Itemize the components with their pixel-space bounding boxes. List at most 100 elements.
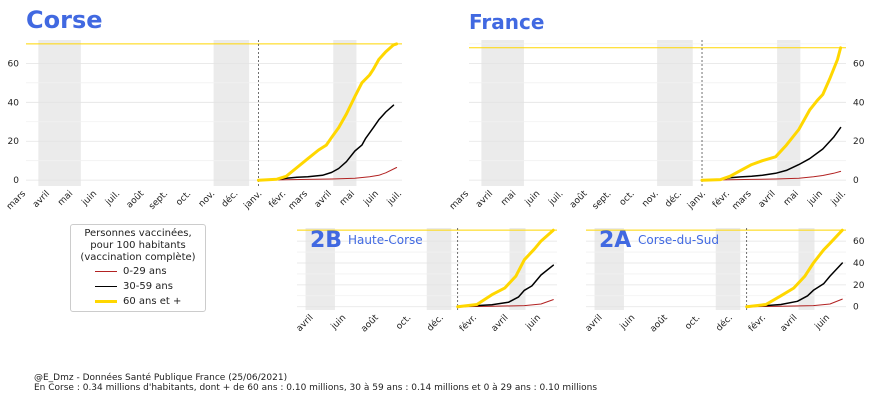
legend-swatch-0-29 — [95, 271, 117, 272]
credits-source: @E_Dmz - Données Santé Publique France (… — [34, 373, 288, 383]
x-tick-label: août — [648, 313, 670, 335]
x-tick-label: sept. — [147, 189, 170, 212]
legend-swatch-60-plus — [95, 300, 117, 303]
lockdown-band — [657, 40, 693, 186]
x-tick-label: juin — [80, 189, 99, 208]
x-tick-label: févr. — [746, 312, 768, 334]
x-tick-label: mai — [499, 189, 518, 208]
series-line-0-29-ans — [701, 170, 842, 181]
x-tick-label: mai — [338, 189, 357, 208]
x-tick-label: avril — [490, 313, 511, 334]
credits: @E_Dmz - Données Santé Publique France (… — [34, 373, 597, 393]
y-tick-label: 40 — [853, 259, 865, 269]
x-tick-label: juin — [362, 189, 381, 208]
x-tick-label: juil. — [385, 189, 404, 208]
x-tick-label: août — [359, 313, 381, 335]
legend-entry-30-59: 30-59 ans — [95, 279, 205, 294]
x-tick-label: avril — [779, 313, 800, 334]
series-line-30-59-ans — [257, 104, 395, 181]
legend-label: 60 ans et + — [123, 296, 182, 307]
lockdown-band — [305, 228, 335, 310]
x-tick-label: avril — [474, 189, 495, 210]
series-line-0-29-ans — [457, 299, 554, 308]
x-tick-label: févr. — [267, 188, 289, 210]
x-tick-label: janv. — [685, 189, 708, 212]
lockdown-band — [509, 228, 526, 310]
x-tick-label: juin — [618, 313, 637, 332]
legend-entry-60-plus: 60 ans et + — [95, 294, 205, 309]
lockdown-band — [213, 40, 250, 186]
y-tick-label: 20 — [8, 137, 20, 147]
panel-subtitle: Corse-du-Sud — [638, 233, 719, 247]
series-line-60-ans-et- — [745, 228, 844, 309]
x-tick-label: oct. — [683, 313, 702, 332]
x-tick-label: avril — [313, 189, 334, 210]
x-tick-label: déc. — [663, 188, 684, 209]
lockdown-band — [333, 40, 357, 186]
legend-swatch-30-59 — [95, 286, 117, 287]
panel-subtitle: Haute-Corse — [348, 233, 423, 247]
x-tick-label: oct. — [394, 313, 413, 332]
series-line-30-59-ans — [701, 126, 842, 181]
series-line-0-29-ans — [746, 298, 843, 308]
x-tick-label: mars — [287, 189, 310, 212]
x-tick-label: mai — [56, 189, 75, 208]
legend-title: Personnes vaccinées, pour 100 habitants … — [71, 228, 205, 264]
x-tick-label: mai — [782, 189, 801, 208]
x-tick-label: mars — [5, 189, 28, 212]
y-tick-label: 60 — [853, 237, 865, 247]
legend-title-line: Personnes vaccinées, — [84, 228, 192, 239]
x-tick-label: déc. — [425, 312, 446, 333]
x-tick-label: oct. — [618, 189, 637, 208]
y-tick-label: 20 — [853, 137, 865, 147]
panel-title: Corse — [26, 6, 103, 34]
panel-title: France — [469, 10, 544, 34]
x-tick-label: juil. — [546, 189, 565, 208]
series-line-60-ans-et- — [256, 42, 399, 182]
series-line-30-59-ans — [456, 264, 555, 308]
x-tick-label: avril — [584, 313, 605, 334]
panel-title: 2A — [599, 228, 631, 253]
x-tick-label: avril — [295, 313, 316, 334]
y-tick-label: 60 — [853, 59, 865, 69]
x-tick-label: nov. — [640, 189, 660, 209]
x-tick-label: févr. — [710, 188, 732, 210]
x-tick-label: août — [568, 189, 590, 211]
y-tick-label: 60 — [8, 59, 20, 69]
x-tick-label: mars — [731, 189, 754, 212]
lockdown-band — [426, 228, 452, 310]
legend-entry-0-29: 0-29 ans — [95, 264, 205, 279]
legend-title-line: pour 100 habitants — [90, 240, 186, 251]
x-tick-label: avril — [31, 189, 52, 210]
x-tick-label: janv. — [242, 189, 265, 212]
legend-label: 30-59 ans — [123, 281, 173, 292]
legend: Personnes vaccinées, pour 100 habitants … — [70, 224, 206, 312]
x-tick-label: févr. — [457, 312, 479, 334]
x-tick-label: déc. — [219, 188, 240, 209]
lockdown-band — [38, 40, 81, 186]
y-tick-label: 40 — [853, 98, 865, 108]
x-tick-label: juil. — [829, 189, 848, 208]
credits-population: En Corse : 0.34 millions d'habitants, do… — [34, 383, 598, 393]
x-tick-label: juil. — [103, 189, 122, 208]
lockdown-band — [594, 228, 624, 310]
y-tick-label: 0 — [853, 303, 859, 313]
x-tick-label: juin — [329, 313, 348, 332]
panel-haute-corse: avril juin août oct. déc. févr. avril juin 2B Hau… — [295, 228, 557, 334]
series-line-0-29-ans — [257, 167, 398, 181]
x-tick-label: déc. — [714, 312, 735, 333]
y-tick-label: 0 — [853, 176, 859, 186]
x-tick-label: nov. — [197, 189, 217, 209]
x-tick-label: mars — [448, 189, 471, 212]
y-tick-label: 40 — [8, 98, 20, 108]
x-tick-label: sept. — [591, 189, 614, 212]
x-tick-label: août — [125, 189, 147, 211]
series-line-30-59-ans — [745, 262, 844, 308]
lockdown-band — [481, 40, 524, 186]
x-tick-label: juin — [806, 189, 825, 208]
series-line-60-ans-et- — [700, 46, 843, 182]
lockdown-band — [798, 228, 815, 310]
